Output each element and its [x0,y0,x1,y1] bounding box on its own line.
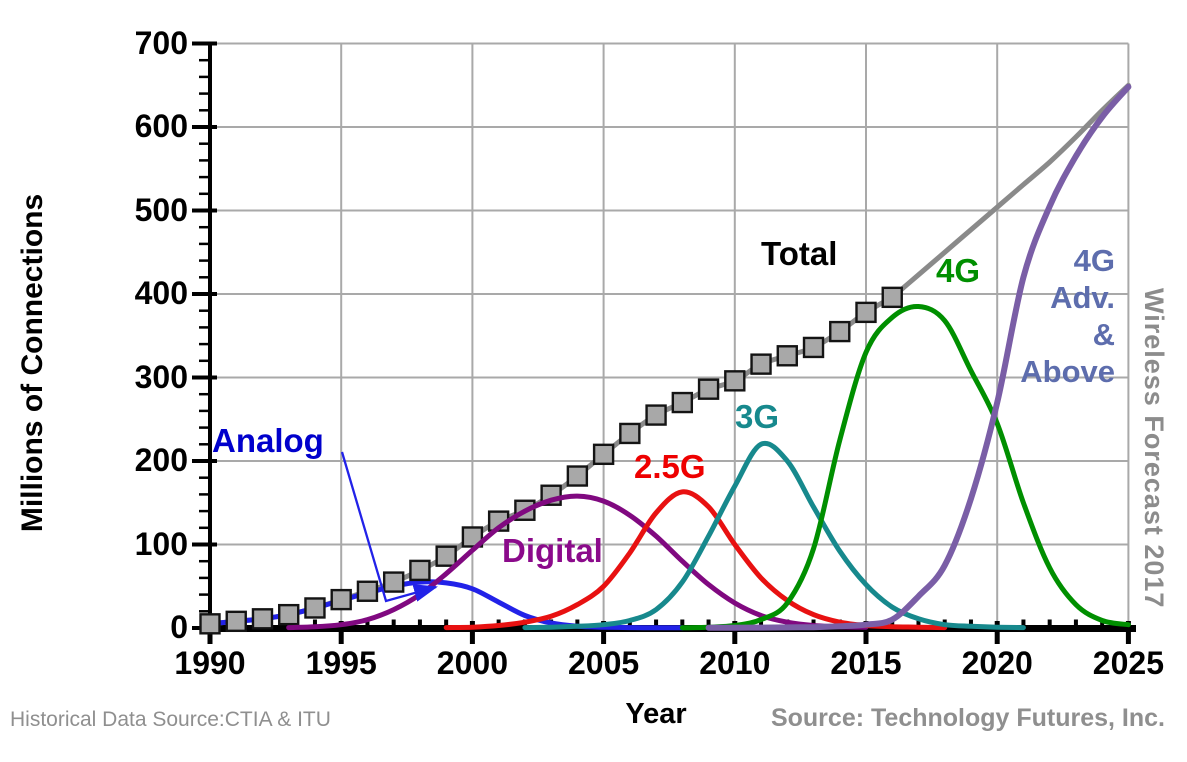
total-data-marker [724,370,746,392]
series-4g-adv-above [705,83,1132,631]
label-digital: Digital [502,532,603,569]
x-tick-label: 2010 [699,645,771,681]
total-data-marker [356,580,379,602]
forecast-edition-note: Wireless Forecast 2017 [1139,288,1169,609]
y-tick-label: 700 [134,24,188,61]
total-data-marker [304,597,326,619]
series-3g [522,440,1026,631]
x-tick-label: 2005 [568,645,640,681]
total-data-marker [750,353,772,375]
x-tick-label: 2025 [1092,645,1164,681]
total-data-marker [435,545,457,567]
x-axis-title: Year [625,698,687,730]
y-tick-label: 100 [134,525,188,562]
total-data-marker [855,301,877,324]
total-data-marker [619,422,641,445]
label-g25: 2.5G [634,448,706,485]
analog-leader-arrow [340,451,438,603]
total-data-marker [671,391,694,414]
total-data-marker [330,588,352,611]
x-tick-label: 1995 [305,645,377,681]
total-data-marker [225,610,247,633]
label-total: Total [761,235,838,272]
total-data-marker [251,608,274,630]
total-data-marker [592,443,615,466]
x-tick-label: 2015 [830,645,902,681]
y-tick-label: 0 [170,609,188,645]
total-data-marker [566,465,589,487]
label-analog: Analog [212,422,324,459]
label-g3: 3G [735,398,780,435]
series-4g [679,303,1131,631]
total-data-marker [645,404,667,426]
total-data-marker [881,286,903,309]
total-data-marker [199,613,221,635]
y-tick-label: 300 [134,358,188,395]
y-tick-label: 200 [134,442,188,478]
total-data-marker [697,378,720,400]
x-tick-label: 2000 [436,645,508,681]
total-data-marker [409,559,431,582]
source-note: Source: Technology Futures, Inc. [770,704,1165,732]
total-data-marker [382,571,405,593]
total-data-marker [461,526,484,548]
x-tick-label: 2020 [961,645,1033,681]
total-data-marker [776,345,798,367]
total-data-marker [829,320,851,343]
historical-source-note: Historical Data Source:CTIA & ITU [10,708,331,731]
label-g4adv: 4G Adv. & Above [1020,243,1115,389]
y-tick-label: 600 [134,108,188,144]
series-total-forecast [889,82,1131,300]
total-data-marker [278,603,300,626]
y-tick-label: 400 [134,275,188,311]
x-tick-label: 1990 [174,645,246,681]
total-data-marker [802,336,825,359]
y-axis-title: Millions of Connections [16,193,49,533]
label-g4: 4G [936,252,981,289]
y-tick-label: 500 [134,191,188,228]
